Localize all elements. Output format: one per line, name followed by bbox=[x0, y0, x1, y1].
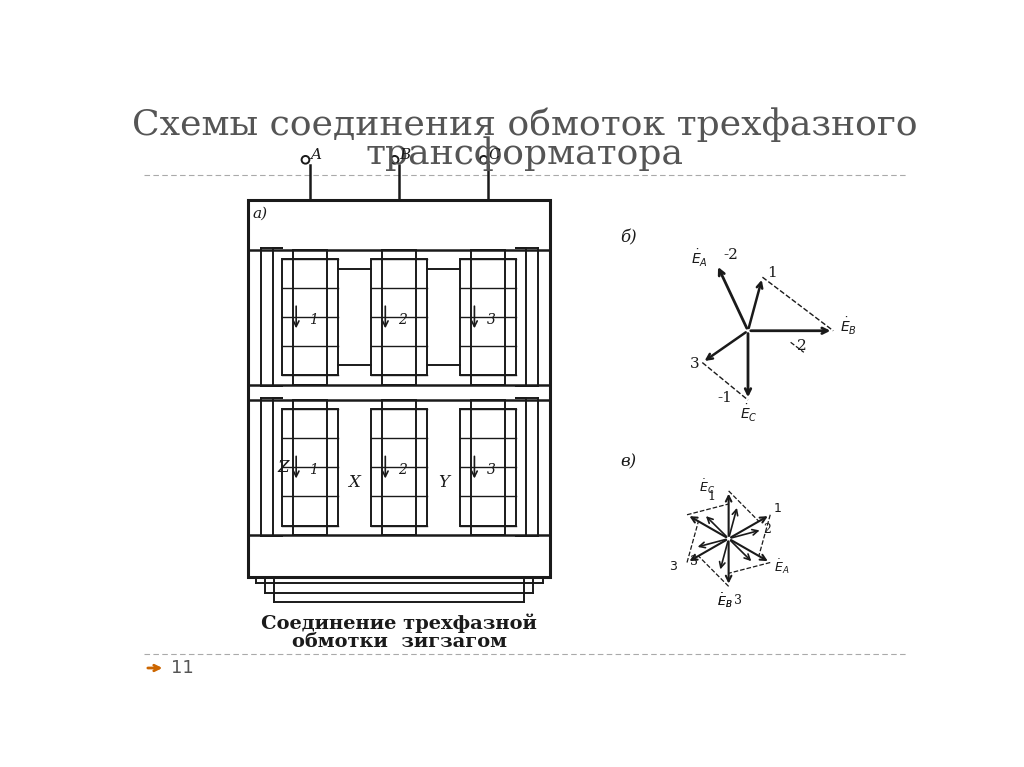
Text: 1: 1 bbox=[774, 502, 782, 515]
Text: 3: 3 bbox=[734, 594, 742, 607]
Text: обмотки  зигзагом: обмотки зигзагом bbox=[292, 633, 507, 651]
Text: трансформатора: трансформатора bbox=[366, 137, 684, 171]
Text: $\dot{E}_{C}$: $\dot{E}_{C}$ bbox=[698, 478, 715, 496]
Text: 3: 3 bbox=[487, 314, 496, 328]
Text: B: B bbox=[399, 148, 411, 162]
Text: 3: 3 bbox=[690, 555, 697, 568]
Text: $\dot{E}_{A}$: $\dot{E}_{A}$ bbox=[691, 248, 709, 268]
Text: Y: Y bbox=[438, 474, 449, 492]
Text: в): в) bbox=[621, 453, 636, 470]
Text: 1: 1 bbox=[309, 463, 317, 478]
Text: 3: 3 bbox=[669, 560, 677, 573]
Text: 3: 3 bbox=[690, 357, 699, 371]
Text: Схемы соединения обмоток трехфазного: Схемы соединения обмоток трехфазного bbox=[132, 107, 918, 142]
Text: 2: 2 bbox=[398, 314, 407, 328]
Text: $\dot{E}_{B}$: $\dot{E}_{B}$ bbox=[717, 591, 732, 610]
Text: X: X bbox=[348, 474, 360, 492]
Text: $\dot{E}_{C}$: $\dot{E}_{C}$ bbox=[740, 403, 758, 424]
Text: $\dot{E}_{B}$: $\dot{E}_{B}$ bbox=[717, 591, 732, 610]
Text: $\dot{E}_{B}$: $\dot{E}_{B}$ bbox=[841, 316, 857, 337]
Text: C: C bbox=[488, 148, 500, 162]
Text: б): б) bbox=[621, 230, 637, 247]
Text: -2: -2 bbox=[723, 249, 738, 262]
Text: 2: 2 bbox=[398, 463, 407, 478]
Text: Z: Z bbox=[278, 459, 289, 476]
Text: -1: -1 bbox=[718, 391, 732, 406]
Text: 3: 3 bbox=[487, 463, 496, 478]
Text: 1: 1 bbox=[309, 314, 317, 328]
Text: $\dot{E}_{A}$: $\dot{E}_{A}$ bbox=[774, 557, 790, 576]
Text: 2: 2 bbox=[798, 339, 807, 353]
Text: Соединение трехфазной: Соединение трехфазной bbox=[261, 614, 538, 633]
Text: A: A bbox=[310, 148, 322, 162]
Text: 11: 11 bbox=[171, 659, 194, 677]
Text: 1: 1 bbox=[708, 490, 716, 503]
Text: 1: 1 bbox=[767, 266, 776, 281]
Text: а): а) bbox=[252, 206, 267, 221]
Text: 2: 2 bbox=[764, 523, 771, 536]
